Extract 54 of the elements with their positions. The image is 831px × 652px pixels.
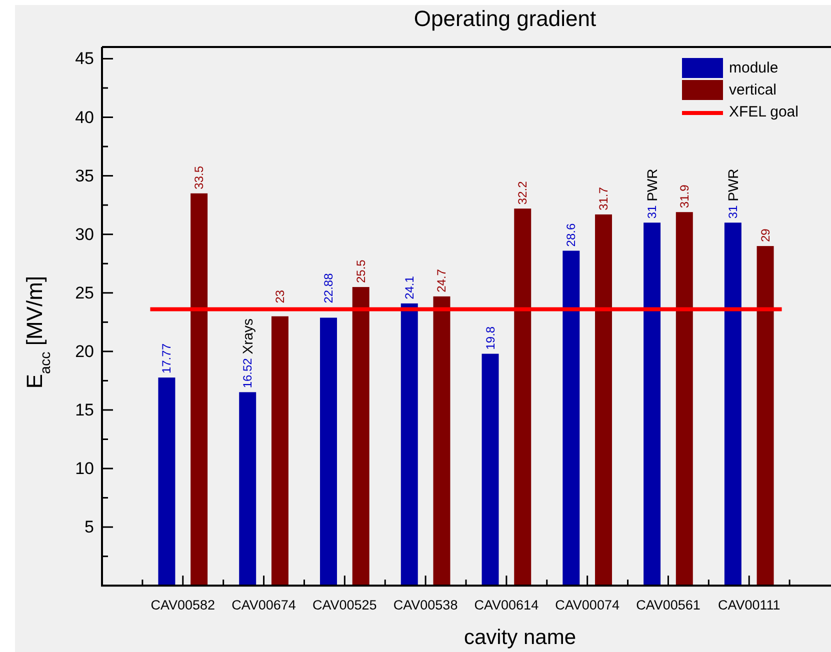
bar <box>644 222 661 586</box>
y-tick-label: 25 <box>75 283 94 302</box>
bar <box>190 193 208 586</box>
x-tick-label: CAV00525 <box>312 598 377 613</box>
legend-label: vertical <box>729 82 777 98</box>
data-label: 31 PWR <box>724 168 741 219</box>
bar <box>433 296 450 586</box>
data-label: 16.52 Xrays <box>240 318 256 388</box>
x-tick-label: CAV00561 <box>636 598 700 613</box>
y-tick-label: 45 <box>75 49 94 68</box>
data-label: 32.2 <box>516 180 530 205</box>
bar <box>158 378 176 586</box>
bar <box>239 392 256 586</box>
legend-label: module <box>729 60 778 76</box>
data-label: 31.9 <box>677 184 692 208</box>
x-tick-label: CAV00538 <box>393 598 458 613</box>
bar <box>562 250 580 586</box>
bar <box>514 208 532 586</box>
data-label: 31 PWR <box>644 168 660 219</box>
legend-label: XFEL goal <box>729 104 798 120</box>
data-label: 24.1 <box>402 276 416 300</box>
data-label: 25.5 <box>354 259 368 284</box>
data-label: 19.8 <box>483 326 498 350</box>
y-tick-label: 5 <box>84 518 94 537</box>
x-tick-label: CAV00074 <box>555 598 620 613</box>
chart-title: Operating gradient <box>414 6 596 31</box>
bar <box>595 214 612 586</box>
y-tick-label: 30 <box>75 224 94 244</box>
data-label: 31.7 <box>596 186 611 210</box>
data-label: 23 <box>272 290 287 304</box>
bar <box>320 318 337 586</box>
data-label: 33.5 <box>192 166 206 190</box>
y-tick-label: 20 <box>75 342 94 361</box>
bar <box>400 303 418 586</box>
x-tick-label: CAV00614 <box>474 598 540 613</box>
data-label: 17.77 <box>160 343 174 374</box>
x-axis-title: cavity name <box>464 626 576 649</box>
bar <box>724 222 742 586</box>
bar <box>482 354 499 586</box>
y-tick-label: 40 <box>75 108 94 127</box>
y-tick-label: 10 <box>75 459 94 478</box>
y-tick-label: 35 <box>75 166 94 186</box>
bar <box>271 316 288 586</box>
bar <box>676 212 693 586</box>
data-label: 22.88 <box>321 272 336 304</box>
y-tick-label: 15 <box>75 400 94 420</box>
data-label: 28.6 <box>564 223 578 247</box>
bar <box>756 246 774 586</box>
data-label: 24.7 <box>434 268 449 292</box>
x-tick-label: CAV00111 <box>718 598 780 613</box>
x-tick-label: CAV00582 <box>150 598 216 613</box>
data-label: 29 <box>758 228 772 242</box>
x-tick-label: CAV00674 <box>232 598 296 613</box>
bar <box>352 287 370 586</box>
